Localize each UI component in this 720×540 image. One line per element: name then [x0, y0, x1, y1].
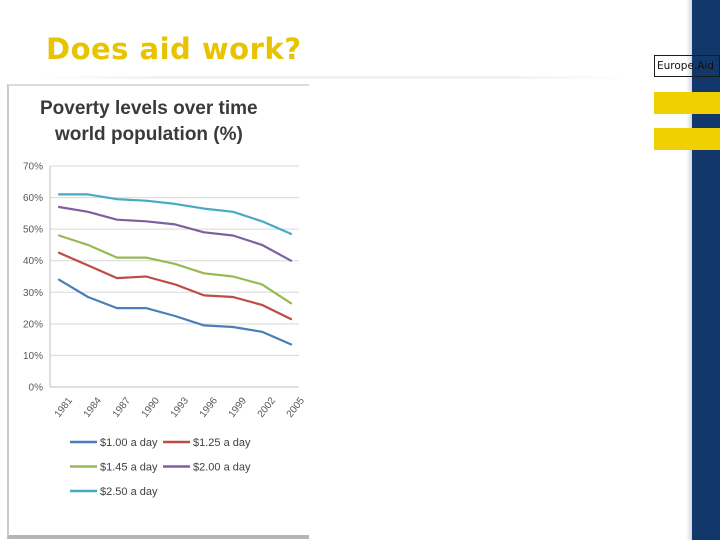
legend-label: $1.25 a day: [193, 437, 251, 449]
accent-bar-bottom: [654, 128, 720, 150]
slide-title: Does aid work?: [46, 32, 302, 66]
legend-label: $2.00 a day: [193, 462, 251, 474]
y-tick-label: 60%: [23, 193, 43, 204]
legend-label: $1.45 a day: [100, 462, 158, 474]
x-tick-label: 1984: [82, 395, 105, 420]
right-band-shadow: [686, 0, 692, 540]
chart-title-line: world population (%): [54, 124, 243, 145]
y-tick-label: 30%: [23, 288, 43, 299]
title-underline: [40, 76, 630, 79]
x-tick-label: 1987: [111, 395, 134, 420]
chart-frame: Poverty levels over time world population…: [7, 84, 309, 539]
x-tick-label: 1981: [53, 395, 76, 420]
accent-bar-top: [654, 92, 720, 114]
legend-label: $2.50 a day: [100, 486, 158, 498]
poverty-line-chart: Poverty levels over time world population…: [23, 98, 308, 498]
y-tick-label: 50%: [23, 225, 43, 236]
series-line: [57, 251, 293, 321]
series-line: [57, 278, 293, 346]
right-brand-band: [692, 0, 720, 540]
x-tick-label: 2002: [256, 395, 279, 420]
y-tick-label: 40%: [23, 256, 43, 267]
y-tick-label: 20%: [23, 319, 43, 330]
series-line: [57, 234, 293, 305]
series-line: [57, 193, 293, 235]
x-tick-label: 1993: [169, 395, 192, 420]
y-tick-label: 10%: [23, 351, 43, 362]
y-tick-label: 70%: [23, 162, 43, 173]
y-tick-label: 0%: [29, 383, 44, 394]
legend-label: $1.00 a day: [100, 437, 158, 449]
x-tick-label: 1999: [227, 395, 250, 420]
brand-label: Europe.Aid: [654, 55, 720, 77]
x-tick-label: 1996: [198, 395, 221, 420]
x-tick-label: 2005: [285, 395, 308, 420]
x-tick-label: 1990: [140, 395, 163, 420]
chart-title-line: Poverty levels over time: [40, 98, 258, 119]
series-line: [57, 205, 293, 262]
